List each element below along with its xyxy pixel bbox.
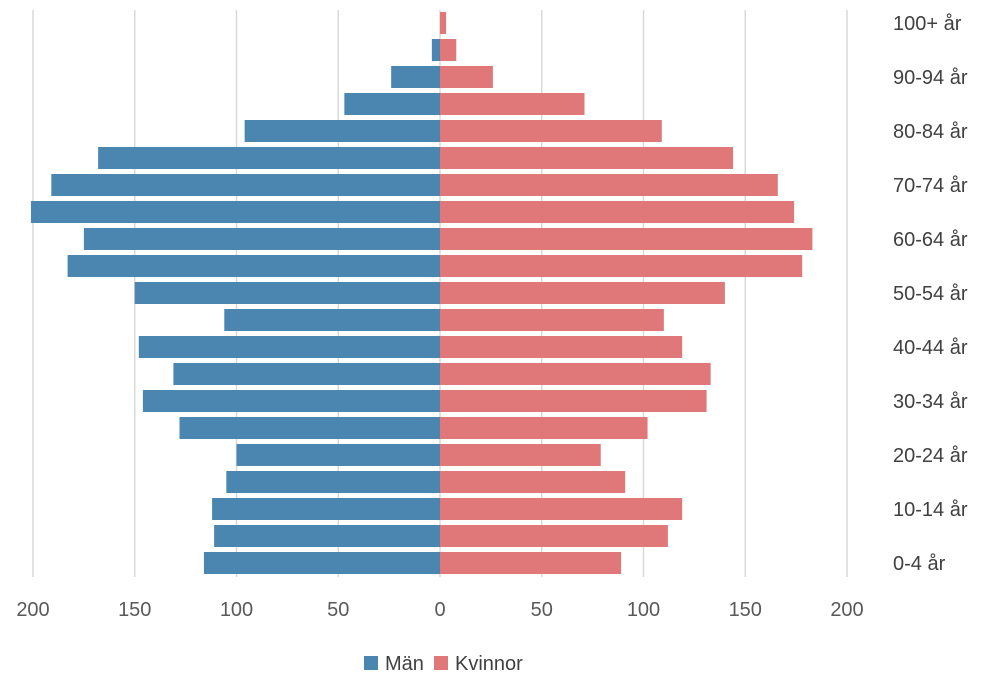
bar-kvinna-13 [440,201,795,223]
y-category-label: 60-64 år [893,229,968,251]
bar-man-13 [30,201,441,223]
bar-kvinna-12 [440,228,813,250]
bar-kvinna-3 [440,471,626,493]
bar-man-10 [134,282,440,304]
bar-kvinna-2 [440,498,683,520]
legend: Män Kvinnor [364,653,523,675]
bar-man-1 [214,525,440,547]
y-category-label: 90-94 år [893,67,968,89]
bar-man-11 [67,255,440,277]
bar-man-9 [224,309,440,331]
bar-kvinna-6 [440,390,707,412]
x-tick-label: 50 [531,599,553,621]
y-category-label: 20-24 år [893,445,968,467]
bar-kvinna-18 [440,66,493,88]
bar-kvinna-5 [440,417,648,439]
y-category-label: 40-44 år [893,337,968,359]
x-tick-label: 100 [627,599,660,621]
bar-kvinna-17 [440,93,585,115]
bar-kvinna-11 [440,255,803,277]
bar-kvinna-19 [440,39,457,61]
bar-man-12 [83,228,440,250]
bar-kvinna-16 [440,120,662,142]
bar-kvinna-8 [440,336,683,358]
bar-kvinna-0 [440,552,622,574]
bar-man-8 [138,336,440,358]
bar-kvinna-20 [440,12,447,34]
y-category-label: 10-14 år [893,499,968,521]
bar-kvinna-10 [440,282,725,304]
bar-man-3 [226,471,440,493]
legend-swatch [434,656,448,670]
x-tick-label: 200 [16,599,49,621]
bar-man-7 [173,363,441,385]
bar-man-14 [51,174,440,196]
bar-man-4 [236,444,440,466]
legend-swatch [364,656,378,670]
x-tick-label: 50 [327,599,349,621]
bar-man-15 [98,147,441,169]
bars [30,12,813,574]
x-axis-ticks: 200 150 100 50 0 50 100 150 200 [16,599,863,621]
y-category-label: 30-34 år [893,391,968,413]
bar-man-6 [142,390,440,412]
legend-label: Män [385,653,424,675]
bar-man-19 [431,39,440,61]
y-category-label: 50-54 år [893,283,968,305]
bar-kvinna-1 [440,525,668,547]
legend-label: Kvinnor [455,653,523,675]
x-tick-label: 0 [434,599,445,621]
y-category-label: 80-84 år [893,121,968,143]
bar-kvinna-15 [440,147,734,169]
y-category-label: 100+ år [893,13,962,35]
bar-kvinna-7 [440,363,711,385]
y-category-label: 0-4 år [893,553,946,575]
x-tick-label: 200 [830,599,863,621]
y-axis-labels: 0-4 år 10-14 år 20-24 år 30-34 år 40-44 år 50… [893,13,968,575]
bar-man-18 [391,66,440,88]
bar-kvinna-9 [440,309,664,331]
bar-man-0 [203,552,440,574]
y-category-label: 70-74 år [893,175,968,197]
bar-kvinna-14 [440,174,778,196]
x-tick-label: 100 [220,599,253,621]
x-tick-label: 150 [118,599,151,621]
bar-man-17 [344,93,440,115]
bar-kvinna-4 [440,444,601,466]
bar-man-2 [212,498,440,520]
x-tick-label: 150 [729,599,762,621]
bar-man-16 [244,120,440,142]
bar-man-5 [179,417,440,439]
